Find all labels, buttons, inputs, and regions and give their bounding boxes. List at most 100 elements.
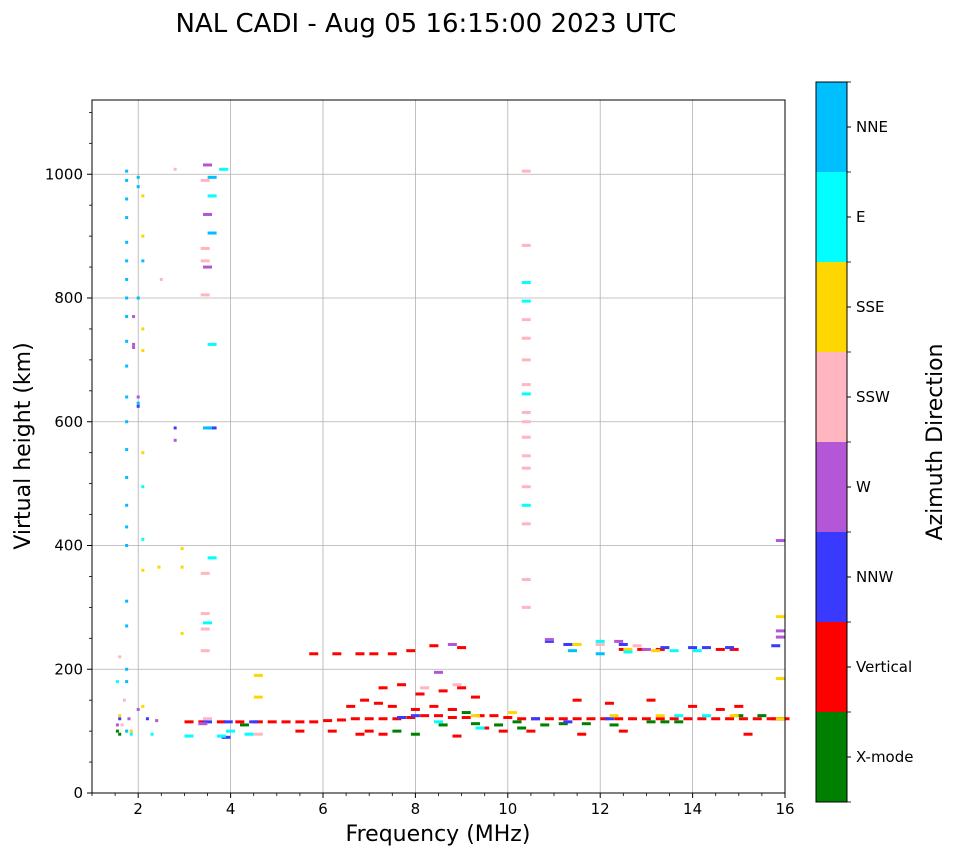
echo-point [729,647,739,651]
echo-point [410,714,420,718]
echo-point [125,729,129,733]
echo-point [646,720,656,724]
echo-point [544,638,554,642]
colorbar-frame [815,81,848,803]
echo-point [198,722,208,726]
echo-point [628,717,638,721]
echo-point [517,726,527,730]
echo-point [669,717,679,721]
echo-point [207,231,217,235]
echo-point [655,647,665,651]
echo-point [775,615,785,619]
echo-point [623,647,633,651]
echo-point [632,644,642,648]
x-tick-label: 6 [318,800,328,818]
echo-point [173,426,177,430]
echo-point [595,643,605,646]
y-tick-label: 0 [73,784,83,802]
echo-point [200,247,210,250]
echo-point [521,466,531,470]
echo-point [136,395,140,399]
x-tick-label: 16 [775,800,794,818]
y-tick-label: 1000 [45,165,83,183]
x-tick-label: 8 [411,800,421,818]
echo-traces [115,163,790,739]
echo-point [281,720,291,724]
echo-point [125,667,129,671]
echo-point [618,729,628,733]
echo-point [200,612,210,616]
echo-point [521,522,531,526]
echo-point [512,720,522,724]
x-tick-label: 2 [133,800,143,818]
series-x-mode [115,707,785,736]
echo-point [757,714,767,718]
echo-point [775,635,785,639]
echo-point [771,644,781,648]
echo-point [470,714,480,718]
echo-point [136,185,140,189]
echo-point [641,717,651,721]
echo-point [125,475,129,479]
echo-point [655,714,665,718]
echo-point [198,720,208,724]
echo-point [609,714,619,718]
echo-point [332,652,342,656]
echo-point [136,707,140,711]
echo-point [586,717,596,721]
echo-point [457,646,467,650]
echo-point [434,720,443,724]
echo-point [200,178,210,182]
echo-point [200,627,210,631]
echo-point [600,717,610,721]
echo-point [614,639,624,643]
echo-point [157,565,161,569]
echo-point [715,707,725,711]
echo-point [660,720,670,724]
echo-point [129,732,133,736]
echo-point [503,716,513,720]
echo-point [355,652,365,656]
echo-point [125,259,129,263]
echo-point [715,647,725,651]
axis-ticks: 2 4 6 8 10 12 14 16 0 200 400 600 800 1000 [45,111,795,818]
echo-point [447,643,457,646]
echo-point [683,717,693,721]
echo-point [438,723,448,727]
plot-frame [91,99,786,794]
echo-point [540,723,550,727]
echo-point [125,277,129,281]
colorbar-segment [816,442,847,532]
echo-point [688,704,698,708]
echo-point [120,723,124,727]
echo-point [521,485,531,489]
echo-point [267,720,277,724]
echo-point [447,707,457,711]
echo-point [141,327,145,331]
echo-point [295,720,305,724]
echo-point [203,621,212,625]
echo-point [249,720,259,724]
echo-point [429,704,439,708]
echo-point [660,646,670,650]
echo-point [775,539,785,543]
echo-point [595,652,605,656]
grid-lines [92,100,786,793]
colorbar-tick-label: X-mode [856,748,913,766]
echo-point [136,404,140,408]
echo-point [173,167,177,171]
echo-point [674,714,684,718]
echo-point [655,717,665,721]
echo-point [725,646,735,650]
echo-point [309,652,319,656]
echo-point [132,346,136,349]
series-e [115,167,711,738]
echo-point [132,342,136,346]
echo-point [115,680,119,684]
echo-point [572,717,582,721]
echo-point [397,683,407,687]
echo-point [775,677,785,681]
colorbar-tick-label: NNW [856,568,893,586]
echo-point [115,723,119,727]
